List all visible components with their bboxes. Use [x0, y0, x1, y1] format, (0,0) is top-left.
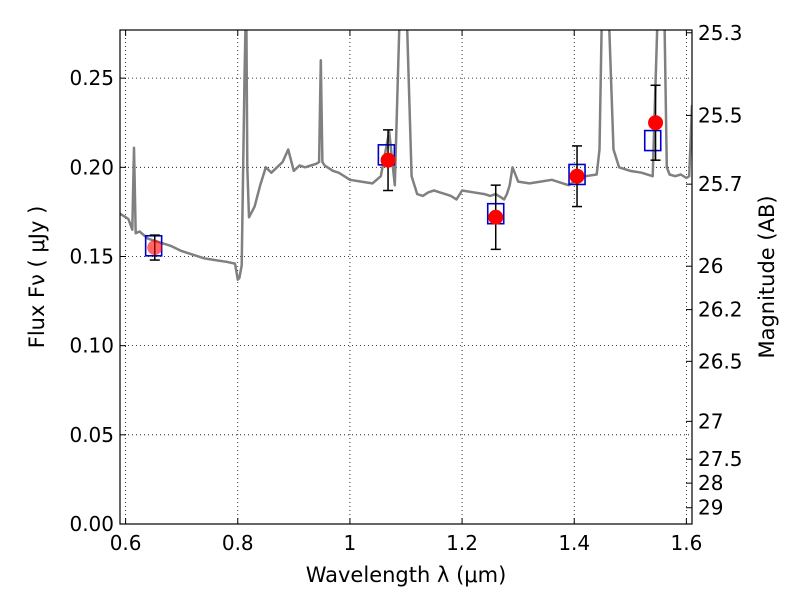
magnitude-tick-label: 27: [698, 409, 723, 433]
x-tick-label: 0.6: [110, 531, 142, 555]
y-tick-label: 0.20: [69, 155, 114, 179]
y-tick-label: 0.05: [69, 423, 114, 447]
y-tick-label: 0.15: [69, 244, 114, 268]
right-axis-label: Magnitude (AB): [755, 195, 779, 358]
magnitude-tick-label: 25.3: [698, 21, 743, 45]
x-tick-label: 1.2: [446, 531, 478, 555]
observed-flux-point: [380, 152, 396, 168]
observed-flux-point: [569, 168, 585, 184]
plot-frame: [119, 29, 693, 525]
y-tick-label: 0.00: [69, 512, 114, 536]
magnitude-tick-label: 28: [698, 471, 723, 495]
y-tick-label: 0.25: [69, 66, 114, 90]
x-tick-label: 0.8: [222, 531, 254, 555]
magnitude-tick-label: 26: [698, 254, 723, 278]
magnitude-tick-label: 25.7: [698, 172, 743, 196]
x-tick-label: 1.4: [558, 531, 590, 555]
magnitude-tick-label: 25.5: [698, 103, 743, 127]
x-tick-label: 1.6: [670, 531, 702, 555]
photometry-points-layer: [144, 84, 664, 261]
magnitude-tick-label: 29: [698, 496, 723, 520]
observed-flux-point: [648, 115, 664, 131]
magnitude-tick-label: 26.2: [698, 298, 743, 322]
x-tick-label: 1: [344, 531, 357, 555]
y-tick-label: 0.10: [69, 334, 114, 358]
x-axis-label: Wavelength λ (μm): [306, 563, 507, 587]
observed-flux-point: [147, 240, 163, 256]
y-axis-label: Flux Fν ( μJy ): [25, 206, 49, 349]
axis-ticks: 0.6 0.8 1 1.2 1.4 1.6 0.00 0.05 0.10 0.15 0.20 0.25…: [69, 21, 742, 555]
magnitude-tick-label: 26.5: [698, 349, 743, 373]
observed-flux-point: [488, 209, 504, 225]
magnitude-tick-label: 27.5: [698, 447, 743, 471]
plot-background: [120, 30, 692, 524]
model-bandpass-marker: [643, 129, 662, 152]
